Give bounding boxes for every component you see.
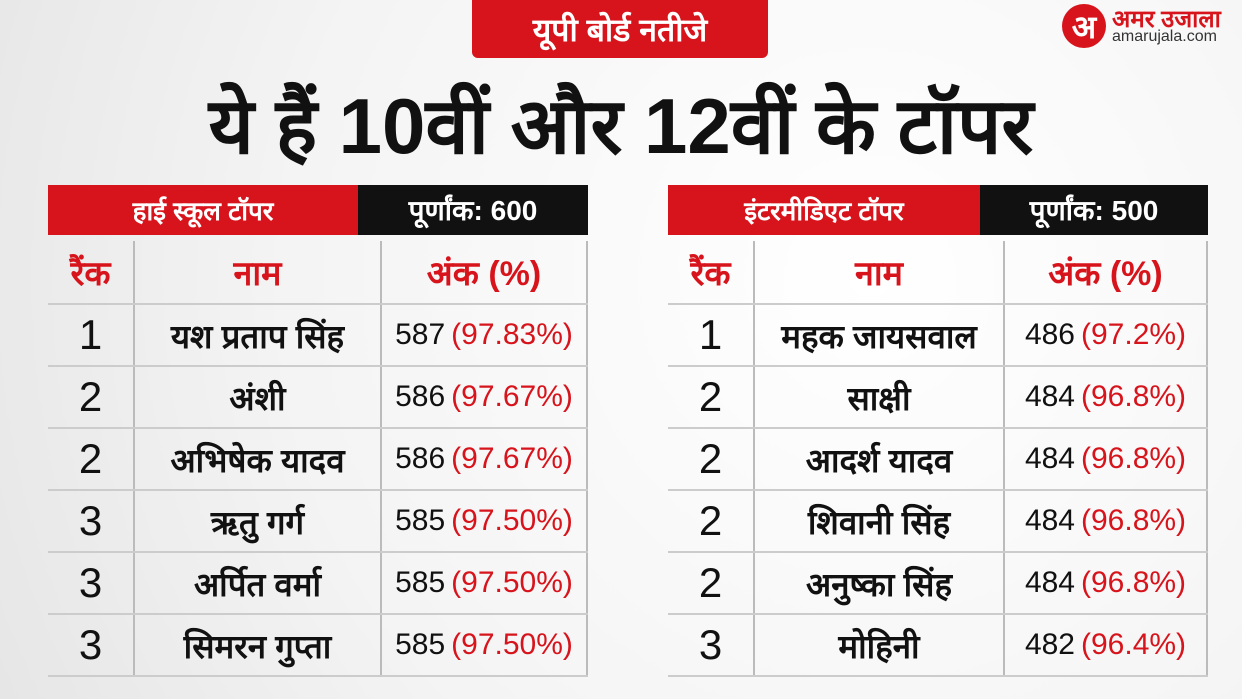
- logo-mark: अ: [1062, 4, 1106, 48]
- marks: 585: [395, 566, 446, 599]
- percent: (97.2%): [1081, 318, 1187, 351]
- rank: 3: [48, 553, 135, 613]
- rank: 3: [668, 615, 755, 675]
- score: 585 (97.50%): [382, 491, 588, 551]
- header-row: रैंक नाम अंक (%): [48, 241, 588, 305]
- table-row: 3 अर्पित वर्मा 585 (97.50%): [48, 553, 588, 615]
- score: 482 (96.4%): [1005, 615, 1208, 675]
- table-title: हाई स्कूल टॉपर: [48, 185, 358, 235]
- table-row: 2 अनुष्का सिंह 484 (96.8%): [668, 553, 1208, 615]
- marks: 587: [395, 318, 446, 351]
- name: आदर्श यादव: [755, 429, 1005, 489]
- name: अनुष्का सिंह: [755, 553, 1005, 613]
- column-header: रैंक: [48, 241, 135, 303]
- rank: 2: [668, 367, 755, 427]
- table-row: 2 अंशी 586 (97.67%): [48, 367, 588, 429]
- marks: 585: [395, 504, 446, 537]
- table-total: पूर्णांक: 600: [358, 185, 588, 235]
- score: 484 (96.8%): [1005, 491, 1208, 551]
- marks: 484: [1024, 504, 1075, 537]
- score: 484 (96.8%): [1005, 553, 1208, 613]
- badge: यूपी बोर्ड नतीजे: [472, 0, 768, 58]
- name: यश प्रताप सिंह: [135, 305, 382, 365]
- table-row: 2 साक्षी 484 (96.8%): [668, 367, 1208, 429]
- rank: 2: [668, 429, 755, 489]
- rank: 1: [48, 305, 135, 365]
- table-row: 1 महक जायसवाल 486 (97.2%): [668, 305, 1208, 367]
- column-header: नाम: [755, 241, 1005, 303]
- marks: 484: [1024, 566, 1075, 599]
- column-header: अंक (%): [1005, 241, 1208, 303]
- table-row: 3 ऋतु गर्ग 585 (97.50%): [48, 491, 588, 553]
- percent: (96.8%): [1081, 504, 1187, 537]
- table-row: 2 अभिषेक यादव 586 (97.67%): [48, 429, 588, 491]
- score: 585 (97.50%): [382, 553, 588, 613]
- score: 484 (96.8%): [1005, 367, 1208, 427]
- marks: 586: [395, 380, 446, 413]
- table-row: 3 मोहिनी 482 (96.4%): [668, 615, 1208, 677]
- percent: (96.8%): [1081, 442, 1187, 475]
- percent: (97.67%): [451, 442, 573, 475]
- name: साक्षी: [755, 367, 1005, 427]
- marks: 486: [1024, 318, 1075, 351]
- score: 585 (97.50%): [382, 615, 588, 675]
- name: अर्पित वर्मा: [135, 553, 382, 613]
- rank: 2: [668, 491, 755, 551]
- logo-site: amarujala.com: [1112, 28, 1217, 45]
- rank: 1: [668, 305, 755, 365]
- score: 486 (97.2%): [1005, 305, 1208, 365]
- table-row: 2 आदर्श यादव 484 (96.8%): [668, 429, 1208, 491]
- name: अंशी: [135, 367, 382, 427]
- name: सिमरन गुप्ता: [135, 615, 382, 675]
- rank: 2: [668, 553, 755, 613]
- table-total: पूर्णांक: 500: [980, 185, 1208, 235]
- score: 484 (96.8%): [1005, 429, 1208, 489]
- name: ऋतु गर्ग: [135, 491, 382, 551]
- table-row: 1 यश प्रताप सिंह 587 (97.83%): [48, 305, 588, 367]
- rank: 2: [48, 367, 135, 427]
- column-header: नाम: [135, 241, 382, 303]
- percent: (97.83%): [451, 318, 573, 351]
- rank: 3: [48, 491, 135, 551]
- percent: (97.50%): [451, 566, 573, 599]
- percent: (97.67%): [451, 380, 573, 413]
- logo-brand: अमर उजाला: [1112, 6, 1221, 33]
- marks: 586: [395, 442, 446, 475]
- name: शिवानी सिंह: [755, 491, 1005, 551]
- marks: 585: [395, 628, 446, 661]
- name: अभिषेक यादव: [135, 429, 382, 489]
- percent: (97.50%): [451, 504, 573, 537]
- rank: 2: [48, 429, 135, 489]
- percent: (97.50%): [451, 628, 573, 661]
- rank: 3: [48, 615, 135, 675]
- score: 586 (97.67%): [382, 429, 588, 489]
- name: मोहिनी: [755, 615, 1005, 675]
- marks: 482: [1024, 628, 1075, 661]
- column-header: रैंक: [668, 241, 755, 303]
- headline: ये हैं 10वीं और 12वीं के टॉपर: [208, 82, 1034, 170]
- table-row: 2 शिवानी सिंह 484 (96.8%): [668, 491, 1208, 553]
- column-header: अंक (%): [382, 241, 588, 303]
- marks: 484: [1024, 380, 1075, 413]
- score: 586 (97.67%): [382, 367, 588, 427]
- marks: 484: [1024, 442, 1075, 475]
- name: महक जायसवाल: [755, 305, 1005, 365]
- percent: (96.4%): [1081, 628, 1187, 661]
- percent: (96.8%): [1081, 566, 1187, 599]
- header-row: रैंक नाम अंक (%): [668, 241, 1208, 305]
- table-row: 3 सिमरन गुप्ता 585 (97.50%): [48, 615, 588, 677]
- table-title: इंटरमीडिएट टॉपर: [668, 185, 980, 235]
- percent: (96.8%): [1081, 380, 1187, 413]
- score: 587 (97.83%): [382, 305, 588, 365]
